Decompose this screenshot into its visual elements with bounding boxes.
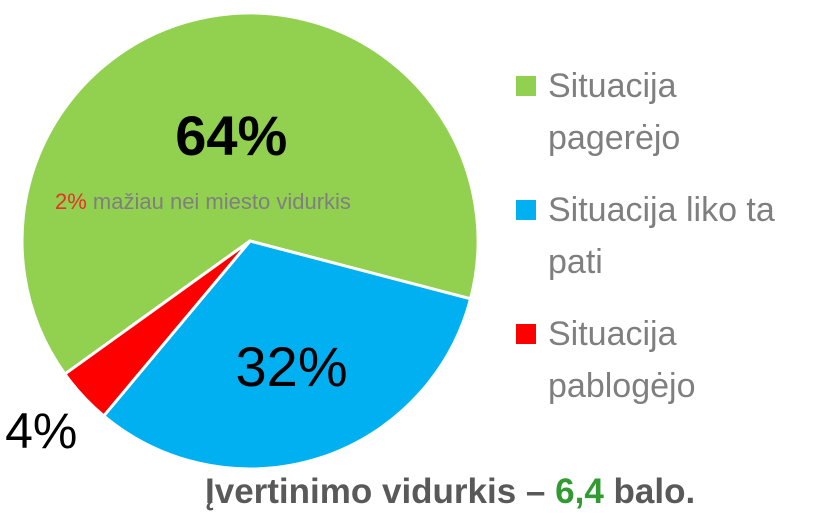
legend-swatch <box>516 324 536 344</box>
pie-slice <box>20 11 480 377</box>
legend-item: Situacija pablogėjo <box>500 308 800 412</box>
annotation-highlight: 2% <box>55 189 87 214</box>
pie-slice <box>62 239 252 419</box>
footer-after: balo. <box>613 472 696 511</box>
legend-item: Situacija pagerėjo <box>500 60 800 164</box>
footer: Įvertinimo vidurkis – 6,4 balo. <box>205 472 695 512</box>
footer-highlight: 6,4 <box>555 472 604 511</box>
data-label: 64% <box>175 104 287 167</box>
footer-before: Įvertinimo vidurkis – <box>205 472 546 511</box>
legend-swatch <box>516 76 536 96</box>
legend-label: Situacija pablogėjo <box>548 315 696 405</box>
legend-label: Situacija liko ta pati <box>548 191 775 281</box>
data-label: 32% <box>236 335 348 398</box>
pie-slice <box>101 239 473 471</box>
legend-item: Situacija liko ta pati <box>500 184 800 288</box>
legend: Situacija pagerėjo Situacija liko ta pati… <box>500 60 800 432</box>
annotation-text: mažiau nei miesto vidurkis <box>92 189 351 214</box>
legend-label: Situacija pagerėjo <box>548 67 681 157</box>
data-label: 4% <box>5 403 77 459</box>
annotation: 2% mažiau nei miesto vidurkis <box>55 184 355 220</box>
legend-swatch <box>516 200 536 220</box>
